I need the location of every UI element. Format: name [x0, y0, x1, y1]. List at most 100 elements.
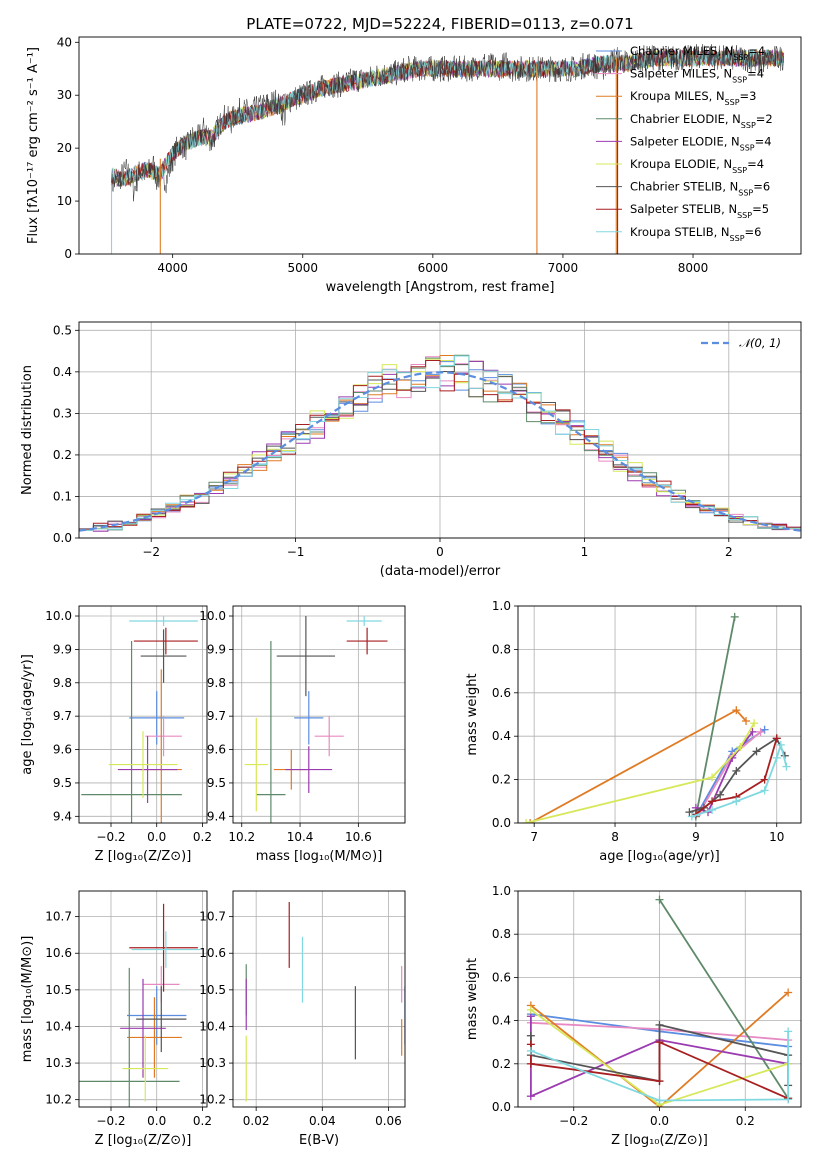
weight-marker [732, 766, 741, 775]
y-tick-label: 0.2 [492, 1057, 511, 1071]
legend-label: Kroupa MILES, NSSP=3 [630, 89, 756, 107]
axes-frame [232, 605, 406, 824]
weight-marker [752, 747, 761, 756]
y-axis-label: mass weight [465, 673, 480, 755]
figure-title: PLATE=0722, MJD=52224, FIBERID=0113, z=0… [246, 15, 633, 33]
y-tick-label: 0.5 [53, 323, 72, 337]
y-tick-label: 0.0 [492, 816, 511, 830]
panel-age_vs_Z: −0.2 0.0 0.2 9.4 9.5 9.6 9.7 9.8 9.9 10.0 Z [log₁₀… [20, 605, 212, 864]
x-tick-label: −1 [287, 545, 305, 559]
x-tick-label: 5000 [287, 261, 318, 275]
x-tick-label: 0 [436, 545, 444, 559]
weight-marker [655, 895, 664, 904]
y-tick-label: 9.9 [207, 642, 226, 656]
axes-frame [78, 36, 802, 255]
y-axis-label: age [log₁₀(age/yr)] [20, 654, 35, 775]
y-tick-label: 10.5 [45, 983, 72, 997]
y-tick-label: 10.5 [199, 983, 226, 997]
y-tick-label: 10.7 [199, 910, 226, 924]
x-axis-label: Z [log₁₀(Z/Z⊙)] [611, 1133, 708, 1148]
axes-frame [78, 605, 208, 824]
y-tick-label: 1.0 [492, 884, 511, 898]
weight-marker [784, 1027, 793, 1036]
y-tick-label: 9.6 [53, 743, 72, 757]
y-axis-label: Normed distribution [20, 365, 35, 495]
y-tick-label: 10.6 [199, 946, 226, 960]
weight-marker [526, 1031, 535, 1040]
y-tick-label: 10.4 [199, 1019, 226, 1033]
y-tick-label: 20 [57, 141, 72, 155]
plot-area-age_vs_Z [81, 616, 198, 823]
panel-mass_vs_Z: −0.2 0.0 0.2 10.2 10.3 10.4 10.5 10.6 10.7 Z [log… [20, 890, 212, 1148]
legend-label: Kroupa STELIB, NSSP=6 [630, 225, 761, 243]
y-tick-label: 10 [57, 194, 72, 208]
x-tick-label: 4000 [157, 261, 188, 275]
panel-weight_vs_age: 7 8 9 10 0.0 0.2 0.4 0.6 0.8 1.0 age [log₁₀(age/yr… [465, 599, 802, 864]
plot-area-spectrum [110, 43, 785, 254]
weight-marker [736, 743, 745, 752]
x-tick-label: 0.2 [193, 1114, 212, 1128]
y-tick-label: 9.9 [53, 642, 72, 656]
x-axis-label: age [log₁₀(age/yr)] [599, 849, 720, 864]
x-tick-label: 7000 [548, 261, 579, 275]
legend-label: Chabrier STELIB, NSSP=6 [630, 180, 770, 198]
weight-marker [685, 808, 694, 817]
weight-marker [522, 819, 531, 823]
weight-marker [772, 753, 781, 762]
normal-curve [79, 371, 801, 532]
y-tick-label: 9.7 [207, 709, 226, 723]
weight-marker [708, 797, 717, 806]
y-tick-label: 9.4 [53, 809, 72, 823]
panel-age_vs_mass: 10.2 10.4 10.6 9.4 9.5 9.6 9.7 9.8 9.9 10.0 mass [… [199, 605, 406, 864]
plot-area-mass_vs_Z [79, 903, 201, 1107]
y-tick-label: 10.4 [45, 1019, 72, 1033]
y-tick-label: 0.0 [492, 1100, 511, 1114]
weight-line [530, 1031, 789, 1102]
y-tick-label: 10.2 [199, 1093, 226, 1107]
weight-marker [784, 988, 793, 997]
y-tick-label: 10.0 [45, 609, 72, 623]
axes-frame [78, 890, 208, 1108]
x-tick-label: 10.2 [228, 830, 255, 844]
residual-histogram [79, 355, 801, 531]
legend: Chabrier MILES, NSSP=4 Salpeter MILES, NS… [596, 44, 773, 242]
weight-marker [526, 1092, 535, 1101]
x-tick-label: 10.6 [345, 830, 372, 844]
plot-area-mass_vs_ebv [245, 901, 405, 1102]
y-tick-label: 30 [57, 88, 72, 102]
plot-area-weight_vs_Z [526, 895, 793, 1107]
plot-area-age_vs_mass [244, 616, 388, 823]
legend-label: Salpeter ELODIE, NSSP=4 [630, 134, 772, 152]
y-tick-label: 10.0 [199, 609, 226, 623]
x-tick-label: 6000 [418, 261, 449, 275]
x-tick-label: 0.06 [375, 1114, 402, 1128]
y-tick-label: 0.3 [53, 406, 72, 420]
panel-spectrum: 4000 5000 6000 7000 8000 0 10 20 30 40 wavelength … [26, 35, 802, 295]
legend-label: 𝒩(0, 1) [739, 336, 781, 350]
x-tick-label: 0.0 [147, 830, 166, 844]
weight-marker [708, 773, 717, 782]
y-tick-label: 10.7 [45, 910, 72, 924]
panel-mass_vs_ebv: 0.02 0.04 0.06 10.2 10.3 10.4 10.5 10.6 10.7 E(B-… [199, 890, 406, 1148]
observed-spectrum-line [111, 43, 785, 202]
x-axis-label: mass [log₁₀(M/M⊙)] [256, 849, 383, 864]
weight-marker [716, 790, 725, 799]
weight-marker [526, 1005, 535, 1014]
y-tick-label: 0 [64, 247, 72, 261]
x-tick-label: 10 [769, 830, 784, 844]
x-tick-label: 9 [692, 830, 700, 844]
x-tick-label: 0.02 [243, 1114, 270, 1128]
y-tick-label: 10.3 [199, 1056, 226, 1070]
x-tick-label: 0.04 [309, 1114, 336, 1128]
weight-marker [782, 762, 791, 771]
x-tick-label: 0.0 [650, 1114, 669, 1128]
x-axis-label: E(B-V) [299, 1133, 339, 1148]
weight-line [699, 731, 762, 813]
y-tick-label: 0.0 [53, 531, 72, 545]
y-tick-label: 1.0 [492, 599, 511, 613]
x-axis-label: wavelength [Angstrom, rest frame] [326, 280, 555, 295]
weight-marker [655, 1096, 664, 1105]
x-tick-label: −0.2 [96, 1114, 125, 1128]
y-axis-label: mass [log₁₀(M/M⊙)] [20, 936, 35, 1063]
x-tick-label: 7 [530, 830, 538, 844]
